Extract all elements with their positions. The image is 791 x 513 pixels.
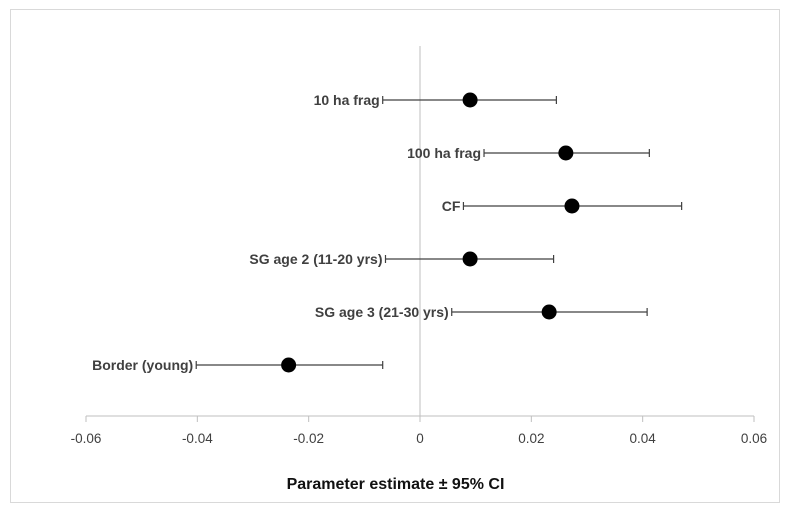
estimate-point	[462, 92, 478, 108]
x-tick-label: -0.02	[293, 431, 324, 446]
x-tick-label: 0.04	[630, 431, 657, 446]
category-label: SG age 3 (21-30 yrs)	[315, 304, 449, 320]
x-tick-label: 0.02	[518, 431, 544, 446]
row-4: SG age 3 (21-30 yrs)	[315, 304, 648, 320]
estimate-point	[281, 357, 297, 373]
estimate-point	[541, 304, 557, 320]
category-label: CF	[442, 198, 461, 214]
estimate-point	[462, 251, 478, 267]
category-label: 10 ha frag	[314, 92, 380, 108]
x-axis-title: Parameter estimate ± 95% CI	[286, 476, 505, 493]
estimate-point	[564, 198, 580, 214]
x-tick-label: 0	[416, 431, 424, 446]
row-1: 100 ha frag	[407, 145, 650, 161]
row-5: Border (young)	[92, 357, 384, 373]
axes: -0.06 -0.04 -0.02 0 0.02 0.04 0.06	[71, 46, 767, 446]
x-tick-label: 0.06	[741, 431, 767, 446]
x-tick-label: -0.04	[182, 431, 213, 446]
row-3: SG age 2 (11-20 yrs)	[249, 251, 555, 267]
estimate-point	[558, 145, 574, 161]
plot-marks: 10 ha frag 100 ha frag CF SG age 2 (11-20 y…	[92, 92, 683, 373]
chart-frame	[10, 9, 780, 503]
category-label: 100 ha frag	[407, 145, 481, 161]
row-0: 10 ha frag	[314, 92, 557, 108]
category-label: Border (young)	[92, 357, 193, 373]
x-tick-label: -0.06	[71, 431, 102, 446]
row-2: CF	[442, 198, 683, 214]
category-label: SG age 2 (11-20 yrs)	[249, 251, 382, 267]
